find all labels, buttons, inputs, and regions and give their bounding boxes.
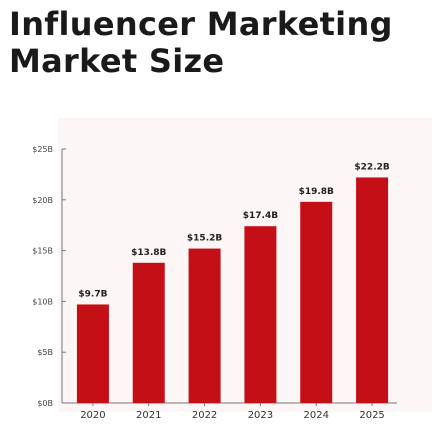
bar-2020 — [76, 304, 109, 403]
x-tick-label: 2021 — [136, 410, 161, 421]
bar-2023 — [244, 226, 277, 403]
bar-2022 — [188, 248, 221, 403]
page-title: Influencer Marketing Market Size — [9, 5, 393, 80]
data-label-2020: $9.7B — [78, 289, 107, 299]
bar-2021 — [132, 262, 165, 403]
y-tick-label: $25B — [32, 145, 53, 154]
y-tick-label: $0B — [37, 399, 53, 408]
y-tick-label: $10B — [32, 297, 53, 306]
data-label-2023: $17.4B — [243, 211, 278, 221]
data-label-2021: $13.8B — [131, 248, 166, 258]
x-tick-label: 2025 — [359, 410, 384, 421]
y-tick-label: $20B — [32, 196, 53, 205]
x-tick-label: 2020 — [80, 410, 105, 421]
x-tick-label: 2023 — [248, 410, 273, 421]
bar-2024 — [300, 201, 333, 403]
y-tick-label: $5B — [37, 348, 53, 357]
bars — [76, 177, 389, 403]
x-axis: 2020 2021 2022 2023 2024 2025 — [62, 402, 397, 421]
y-tick-label: $15B — [32, 247, 53, 256]
data-label-2022: $15.2B — [187, 234, 222, 244]
x-tick-label: 2022 — [192, 410, 217, 421]
data-label-2025: $22.2B — [354, 162, 389, 172]
data-label-2024: $19.8B — [299, 187, 334, 197]
x-tick-label: 2024 — [304, 410, 329, 421]
data-labels: $9.7B $13.8B $15.2B $17.4B $19.8B $22.2B — [78, 162, 390, 299]
bar-2025 — [356, 177, 389, 403]
y-axis: $0B $5B $10B $15B $20B $25B — [32, 145, 66, 408]
